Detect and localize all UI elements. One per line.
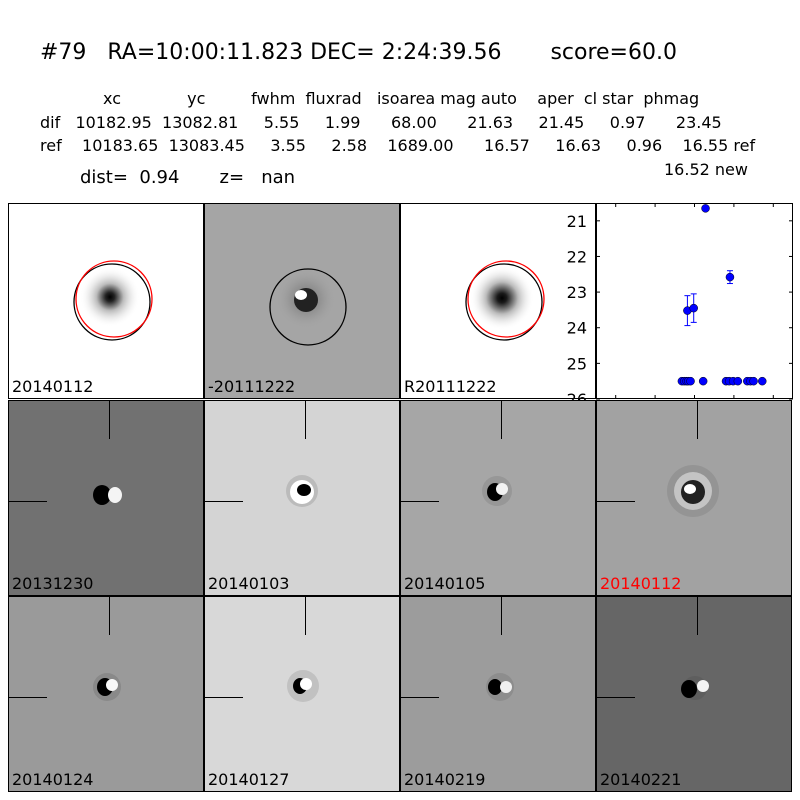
ref-row: ref 10183.65 13083.45 3.55 2.58 1689.00 … [40,136,756,155]
crosshair-horizontal [597,501,635,502]
crosshair-vertical [697,401,698,439]
dist-line: dist= 0.94 z= nan [80,167,296,188]
crosshair-horizontal [9,697,47,698]
column-headers: xc yc fwhm fluxrad isoarea mag auto aper… [103,89,700,108]
crosshair-horizontal [597,697,635,698]
data-point [698,376,708,386]
data-point [689,303,698,313]
aperture-circle [73,263,151,341]
stamp-mid-4: 20140112 [596,400,792,596]
crosshair-horizontal [401,697,439,698]
stamp-bot-3: 20140219 [400,596,596,792]
ref-stamp-image [73,260,153,341]
crosshair-horizontal [9,501,47,502]
diff-stamp-image [269,268,347,346]
crosshair-vertical [109,597,110,635]
stamp-label: 20140124 [12,770,94,789]
crosshair-vertical [305,401,306,439]
stamp-bot-1: 20140124 [8,596,204,792]
data-point [758,376,767,386]
stamp-mid-3: 20140105 [400,400,596,596]
y-tick-label: 25 [567,354,587,373]
diff-stamp-image [93,485,122,505]
ref-aperture-circle [75,260,153,338]
stamp-label: 20140112 [600,574,682,593]
stamp-label: 20140112 [12,377,94,396]
aperture-circle [465,263,543,341]
stamp-label: 20140127 [208,770,290,789]
stamp-top-1: 20140112 [8,203,204,399]
aperture-circle [269,268,347,346]
y-tick-label: 21 [567,212,587,231]
diff-stamp-image [667,465,719,517]
data-point [725,272,735,282]
stamp-label: 20131230 [12,574,94,593]
data-point [733,376,743,386]
data-point [686,376,695,386]
plot-frame [596,203,793,399]
stamp-label: -20111222 [208,377,296,396]
crosshair-vertical [109,401,110,439]
stamp-label: 20140103 [208,574,290,593]
y-tick-label: 23 [567,283,587,302]
data-point [701,204,710,213]
crosshair-vertical [501,401,502,439]
dif-row: dif 10182.95 13082.81 5.55 1.99 68.00 21… [40,113,722,132]
stamp-label: 20140105 [404,574,486,593]
stamp-bot-2: 20140127 [204,596,400,792]
ref-stamp-image [465,260,545,341]
light-curve-plot: 212223242526-100-50050100 [567,203,793,421]
crosshair-vertical [697,597,698,635]
stamp-mid-1: 20131230 [8,400,204,596]
stamp-bot-4: 20140221 [596,596,792,792]
stamp-top-3: R20111222 [400,203,596,399]
y-tick-label: 24 [567,319,587,338]
y-tick-label: 22 [567,247,587,266]
diff-stamp-image [287,670,319,702]
data-point [749,376,758,386]
crosshair-horizontal [205,697,243,698]
stamp-top-2: -20111222 [204,203,400,399]
diff-stamp-image [93,673,121,701]
crosshair-vertical [305,597,306,635]
page-title: #79 RA=10:00:11.823 DEC= 2:24:39.56 scor… [40,40,677,65]
stamp-label: 20140219 [404,770,486,789]
new-mag: 16.52 new [664,160,748,179]
diff-stamp-image [681,676,709,700]
crosshair-horizontal [205,501,243,502]
diff-stamp-image [286,475,318,507]
stamp-mid-2: 20140103 [204,400,400,596]
stamp-label: R20111222 [404,377,497,396]
diff-stamp-image [486,673,514,701]
ref-aperture-circle [467,260,545,338]
stamp-label: 20140221 [600,770,682,789]
diff-stamp-image [482,476,512,506]
crosshair-vertical [501,597,502,635]
crosshair-horizontal [401,501,439,502]
